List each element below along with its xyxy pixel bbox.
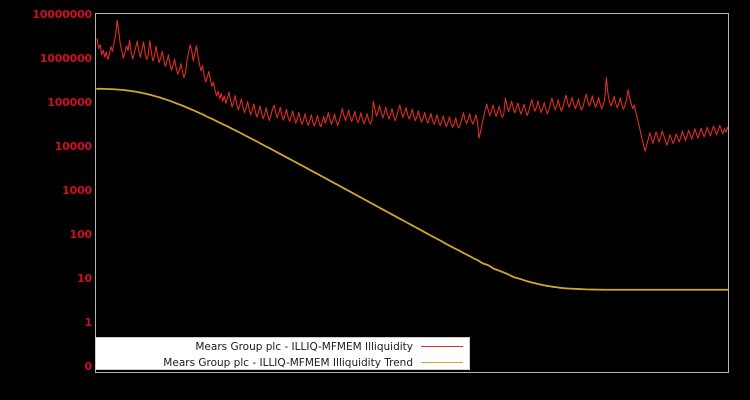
y-tick-label: 1000000 <box>39 52 92 65</box>
y-tick-label: 1 <box>84 316 93 329</box>
legend-entry-trend: Mears Group plc - ILLIQ-MFMEM Illiquidit… <box>96 355 469 370</box>
y-tick-label: 10000 <box>54 140 92 153</box>
y-tick-label: 100 <box>69 228 93 241</box>
legend-label-trend: Mears Group plc - ILLIQ-MFMEM Illiquidit… <box>163 356 413 369</box>
y-tick-label: 10 <box>77 272 92 285</box>
legend-entry-series: Mears Group plc - ILLIQ-MFMEM Illiquidit… <box>96 339 469 354</box>
y-tick-label: 10000000 <box>32 8 92 21</box>
legend-swatch-series <box>421 346 463 347</box>
legend-label-series: Mears Group plc - ILLIQ-MFMEM Illiquidit… <box>195 340 413 353</box>
y-axis-tick-labels: 10000000 1000000 100000 10000 1000 100 10 1 0 <box>0 0 92 400</box>
plot-svg <box>96 19 728 291</box>
illiquidity-series-line <box>96 19 728 152</box>
illiquidity-trend-line <box>96 87 728 291</box>
y-tick-label: 100000 <box>47 96 92 109</box>
y-tick-label: 1000 <box>62 184 92 197</box>
plot-area <box>95 13 729 373</box>
legend-swatch-trend <box>421 362 463 363</box>
chart-legend[interactable]: Mears Group plc - ILLIQ-MFMEM Illiquidit… <box>95 337 470 370</box>
y-tick-label: 0 <box>84 360 93 373</box>
